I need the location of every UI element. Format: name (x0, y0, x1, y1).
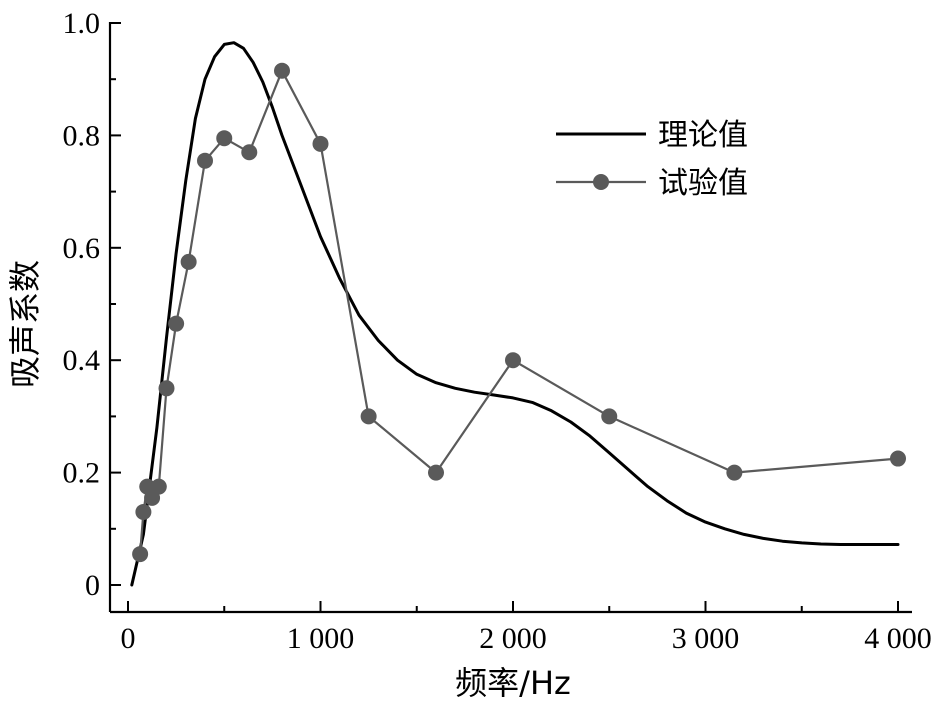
data-point (428, 464, 444, 481)
data-point (168, 315, 185, 332)
series-layer (130, 41, 906, 587)
y-tick-label: 0 (85, 569, 100, 602)
x-tick-label: 2 000 (479, 622, 547, 655)
series-1 (130, 41, 900, 587)
y-tick-label: 1.0 (63, 7, 101, 40)
data-point (726, 464, 743, 481)
series-line (139, 69, 900, 556)
x-tick-label: 4 000 (864, 622, 932, 655)
x-tick-label: 3 000 (672, 622, 740, 655)
x-tick-label: 0 (121, 622, 136, 655)
data-point (197, 152, 213, 169)
data-point (274, 62, 290, 79)
data-point (150, 478, 167, 495)
data-point (360, 408, 377, 425)
data-point (216, 130, 233, 147)
legend-label: 试验值 (658, 166, 748, 201)
y-tick-label: 0.8 (63, 119, 101, 152)
data-point (132, 546, 149, 563)
data-point (180, 253, 197, 270)
x-axis-title: 频率/Hz (455, 664, 571, 702)
y-tick-label: 0.6 (63, 232, 101, 265)
y-tick-label: 0.4 (63, 344, 101, 377)
data-point (158, 380, 175, 397)
data-point (312, 135, 329, 152)
x-tick-label: 1 000 (287, 622, 355, 655)
data-point (505, 352, 521, 369)
y-axis-title: 吸声系数 (6, 260, 44, 388)
data-point (241, 144, 258, 161)
data-point (601, 408, 618, 425)
legend-marker (593, 174, 609, 190)
legend-label: 理论值 (658, 118, 748, 153)
axes: 0 0.2 0.4 0.6 0.8 1.0 0 1 000 2 000 3 000 4 000 (63, 7, 932, 655)
y-tick-label: 0.2 (63, 457, 101, 490)
legend-item: 试验值 (556, 166, 748, 201)
data-point (890, 450, 906, 467)
series-line (130, 41, 900, 587)
series-2 (132, 62, 906, 563)
legend-item: 理论值 (556, 118, 748, 153)
data-point (135, 503, 152, 520)
